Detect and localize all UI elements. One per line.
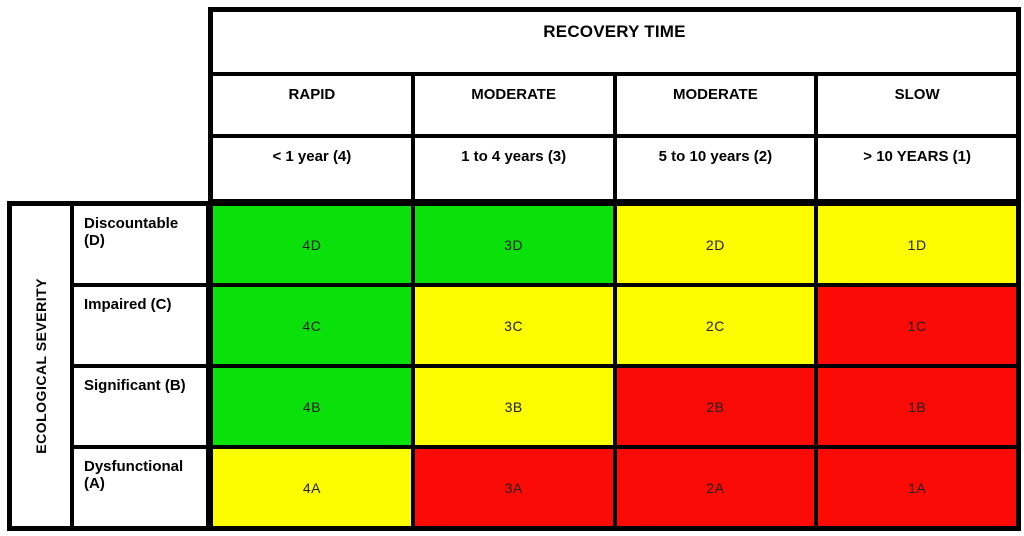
matrix-cell-4b: 4B [211, 366, 413, 447]
matrix-cell-1a: 1A [816, 447, 1018, 528]
column-header-rapid: RAPID [211, 74, 413, 136]
matrix-cell-3a: 3A [412, 447, 615, 528]
matrix-cell-2d: 2D [614, 204, 817, 285]
risk-matrix-grid: 4D 3D 2D 1D 4C 3C 2C 1C 4B 3B 2B 1B 4A 3… [208, 201, 1021, 531]
matrix-cell-3d: 3D [412, 204, 615, 285]
row-label-impaired: Impaired (C) [72, 285, 208, 366]
matrix-cell-4a: 4A [211, 447, 413, 528]
matrix-cell-2a: 2A [614, 447, 817, 528]
matrix-cell-4c: 4C [211, 285, 413, 366]
column-duration-1-to-4-years: 1 to 4 years (3) [412, 136, 615, 201]
matrix-cell-3b: 3B [412, 366, 615, 447]
column-duration-gt-10-years: > 10 YEARS (1) [816, 136, 1018, 201]
column-duration-lt-1-year: < 1 year (4) [211, 136, 413, 201]
matrix-cell-2b: 2B [614, 366, 817, 447]
recovery-time-header-block: RECOVERY TIME RAPID MODERATE MODERATE SL… [208, 7, 1021, 204]
column-header-slow: SLOW [816, 74, 1018, 136]
matrix-cell-1c: 1C [816, 285, 1018, 366]
column-header-moderate-2: MODERATE [614, 74, 817, 136]
matrix-cell-4d: 4D [211, 204, 413, 285]
column-header-moderate-1: MODERATE [412, 74, 615, 136]
matrix-cell-3c: 3C [412, 285, 615, 366]
matrix-cell-1b: 1B [816, 366, 1018, 447]
row-label-dysfunctional: Dysfunctional (A) [72, 447, 208, 528]
ecological-severity-axis-text: ECOLOGICAL SEVERITY [33, 278, 49, 454]
column-duration-5-to-10-years: 5 to 10 years (2) [614, 136, 817, 201]
recovery-time-title: RECOVERY TIME [211, 10, 1018, 74]
ecological-severity-axis-label: ECOLOGICAL SEVERITY [10, 204, 72, 528]
ecological-severity-header-block: ECOLOGICAL SEVERITY Discountable (D) Imp… [7, 201, 211, 531]
matrix-cell-2c: 2C [614, 285, 817, 366]
row-label-significant: Significant (B) [72, 366, 208, 447]
row-label-discountable: Discountable (D) [72, 204, 208, 285]
matrix-cell-1d: 1D [816, 204, 1018, 285]
